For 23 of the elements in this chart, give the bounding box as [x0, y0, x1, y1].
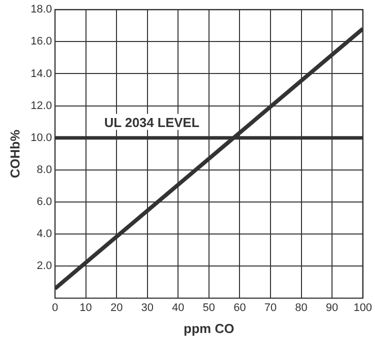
y-tick-label: 2.0: [36, 260, 52, 272]
x-tick-label: 20: [110, 302, 123, 314]
x-tick-label: 0: [52, 302, 58, 314]
ref-line-label: UL 2034 LEVEL: [104, 114, 200, 130]
x-tick-label: 40: [172, 302, 184, 314]
x-tick-label: 10: [80, 302, 92, 314]
x-tick-label: 30: [141, 302, 154, 314]
x-tick-label: 80: [295, 302, 308, 314]
x-axis-title: ppm CO: [184, 320, 234, 336]
y-tick-label: 4.0: [36, 228, 52, 240]
x-tick-label: 100: [354, 302, 372, 314]
y-tick-label: 6.0: [36, 196, 52, 208]
y-tick-label: 10.0: [30, 132, 52, 144]
y-axis-title: COHb%: [7, 129, 22, 178]
x-tick-label: 90: [326, 302, 338, 314]
y-tick-label: 8.0: [36, 164, 52, 176]
y-tick-label: 18.0: [30, 4, 52, 16]
y-tick-label: 14.0: [30, 68, 52, 80]
y-tick-label: 12.0: [30, 100, 52, 112]
x-tick-label: 50: [202, 302, 216, 314]
x-tick-label: 60: [234, 302, 246, 314]
y-tick-label: 16.0: [30, 36, 52, 48]
x-tick-label: 70: [264, 302, 277, 314]
